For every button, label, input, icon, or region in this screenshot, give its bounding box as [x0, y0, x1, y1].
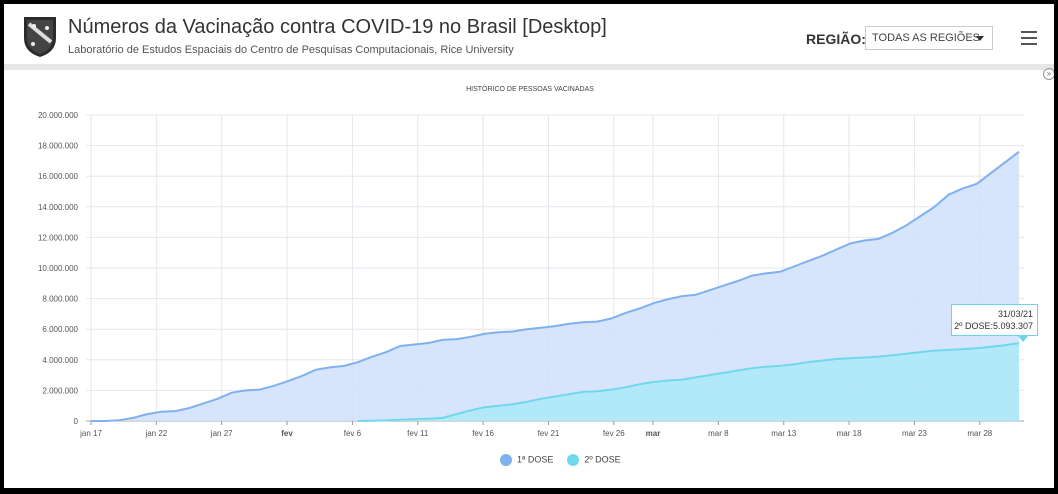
legend-item[interactable]: 1ª DOSE: [500, 454, 554, 466]
x-tick-label: fev 21: [538, 429, 560, 438]
region-dropdown-value: TODAS AS REGIÕES: [872, 32, 980, 44]
chart-legend: 1ª DOSE 2º DOSE: [500, 454, 635, 466]
y-tick-label: 20.000.000: [38, 111, 79, 120]
y-tick-label: 12.000.000: [38, 233, 79, 242]
legend-dot: [567, 454, 580, 466]
chart-title: HISTÓRICO DE PESSOAS VACINADAS: [466, 84, 594, 93]
x-tick-label: fev 11: [407, 429, 429, 438]
x-tick-label: mar 18: [837, 429, 862, 438]
x-tick-label: jan 22: [144, 429, 167, 438]
line-second-dose: [358, 342, 1020, 422]
y-tick-label: 6.000.000: [42, 325, 78, 334]
legend-label: 2º DOSE: [584, 455, 621, 465]
app-frame: Números da Vacinação contra COVID-19 no …: [4, 4, 1054, 488]
x-tick-label: fev 26: [603, 429, 625, 438]
area-second-dose: [358, 343, 1019, 421]
region-label: REGIÃO:: [806, 31, 866, 47]
legend-item[interactable]: 2º DOSE: [567, 454, 621, 466]
chart-tooltip: 31/03/21 2º DOSE:5.093.307: [951, 304, 1038, 342]
x-tick-label: mar 28: [967, 429, 992, 438]
x-tick-label: mar 8: [708, 429, 729, 438]
chevron-down-icon: [976, 36, 984, 41]
x-tick-label: mar 23: [902, 429, 927, 438]
legend-dot: [500, 454, 512, 466]
x-tick-label: jan 17: [79, 429, 102, 438]
vaccination-chart: HISTÓRICO DE PESSOAS VACINADAS 0 2.000.00…: [38, 84, 1024, 438]
x-tick-label: fev 16: [472, 429, 494, 438]
header-divider: [4, 64, 1054, 70]
y-tick-label: 14.000.000: [38, 203, 79, 212]
tooltip-date: 31/03/21: [997, 309, 1033, 319]
x-tick-label: jan 27: [210, 429, 233, 438]
y-tick-label: 4.000.000: [42, 356, 78, 365]
y-axis: 0 2.000.000 4.000.000 6.000.000 8.000.000 10.…: [38, 111, 79, 426]
x-tick-label: fev: [281, 429, 293, 438]
y-tick-label: 2.000.000: [42, 386, 78, 395]
header: Números da Vacinação contra COVID-19 no …: [4, 4, 1054, 64]
x-tick-label: mar 13: [771, 429, 796, 438]
y-tick-label: 16.000.000: [38, 172, 79, 181]
line-first-dose: [91, 150, 1020, 422]
university-shield-icon: [24, 17, 56, 57]
tooltip-value: 2º DOSE:5.093.307: [954, 321, 1033, 331]
y-tick-label: 0: [74, 417, 79, 426]
legend-label: 1ª DOSE: [517, 455, 554, 465]
area-first-dose: [91, 151, 1019, 421]
y-tick-label: 8.000.000: [42, 295, 78, 304]
page-subtitle: Laboratório de Estudos Espaciais do Cent…: [68, 44, 514, 56]
y-tick-label: 10.000.000: [38, 264, 79, 273]
close-panel-icon[interactable]: »: [1043, 68, 1054, 80]
y-tick-label: 18.000.000: [38, 142, 79, 151]
x-axis: jan 17 jan 22 jan 27 fev fev 6 fev 11 fev 16 fe…: [79, 420, 1024, 438]
page-title: Números da Vacinação contra COVID-19 no …: [68, 16, 607, 38]
x-tick-label: mar: [646, 429, 661, 438]
x-tick-label: fev 6: [344, 429, 362, 438]
region-dropdown[interactable]: TODAS AS REGIÕES: [865, 26, 993, 50]
hamburger-menu-icon[interactable]: [1021, 31, 1037, 45]
chart-series: [91, 150, 1020, 422]
